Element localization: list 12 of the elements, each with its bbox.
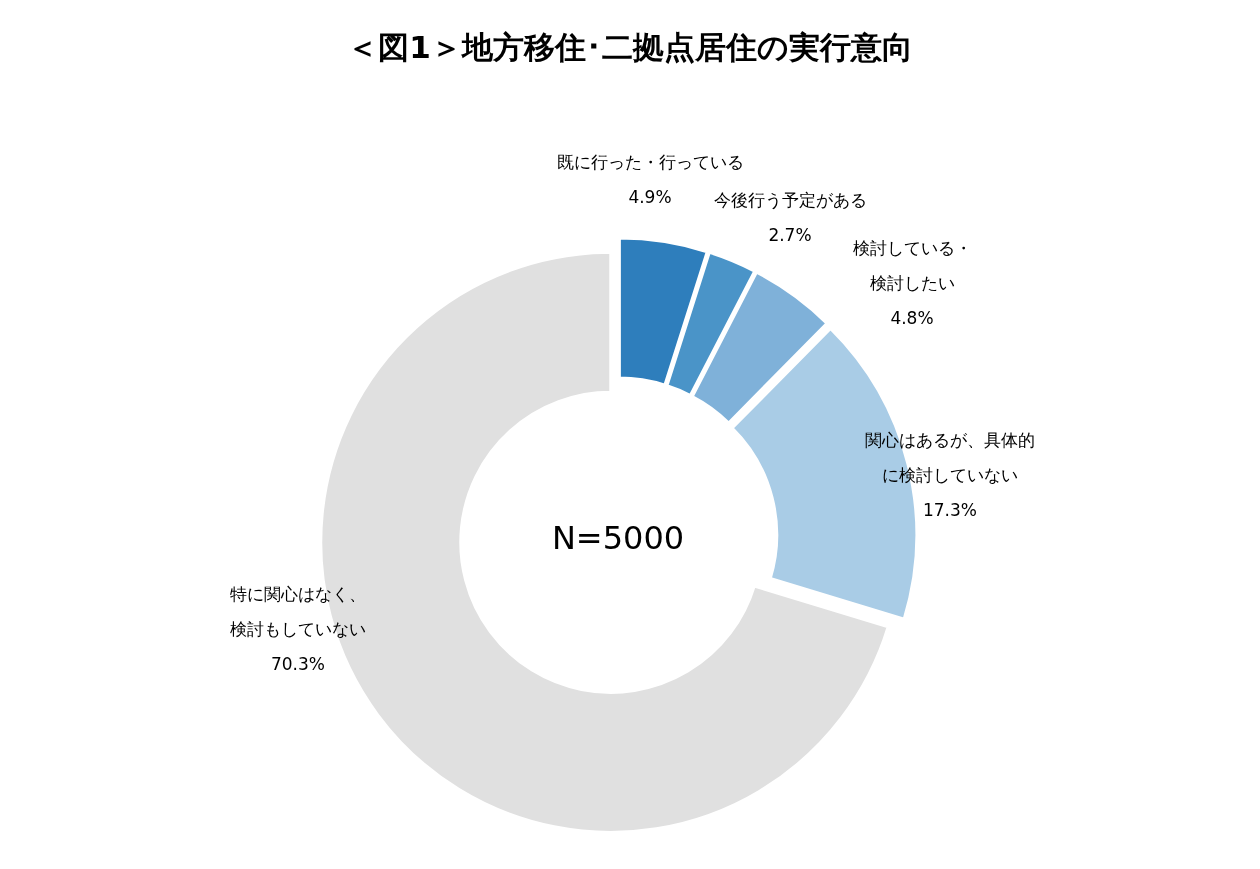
slice-label: 既に行った・行っている [556,152,744,172]
text: N=5000 [551,519,685,557]
slice-label: 関心はあるが、具体的に検討していない [865,430,1035,485]
data-label: 4.9% [628,187,672,207]
slice-label: 今後行う予定がある [713,190,867,210]
data-label: 70.3% [270,654,326,674]
data-label: 2.7% [768,225,812,245]
slice-label: 特に関心はなく、検討もしていない [230,584,366,639]
chart-title: ＜図1＞地方移住･二拠点居住の実行意向 [347,29,913,65]
data-label: 4.8% [890,308,934,328]
data-label: 17.3% [922,500,978,520]
slice-label: 検討している・検討したい [852,238,972,293]
